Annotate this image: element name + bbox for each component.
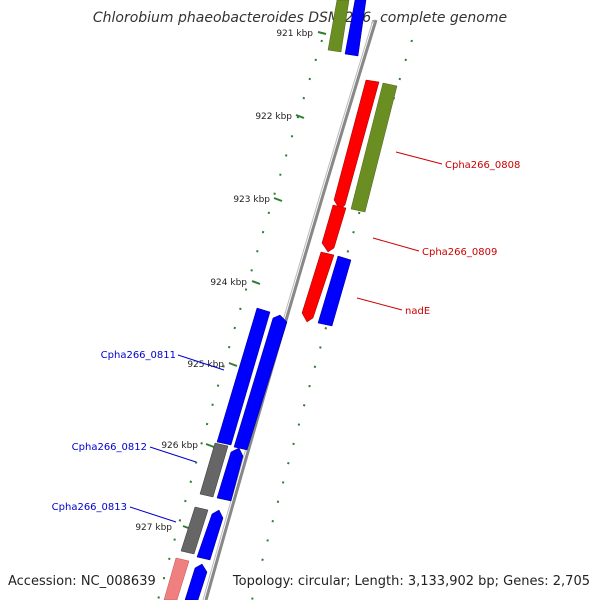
genome-summary: Topology: circular; Length: 3,133,902 bp… <box>232 574 590 589</box>
leader-cpha266-0813 <box>129 506 177 523</box>
kbp-label-927: 927 kbp <box>135 523 172 533</box>
gene-cpha266-0811[interactable] <box>216 307 271 446</box>
leader-cpha266-0812 <box>149 446 197 463</box>
kbp-label-922: 922 kbp <box>255 112 292 122</box>
kbp-label-924: 924 kbp <box>210 278 247 288</box>
gene-cpha266-0812[interactable] <box>199 442 229 498</box>
accession-text: Accession: NC_008639 <box>8 574 156 589</box>
gene-blue-arrow-3[interactable] <box>196 509 224 561</box>
tick-925 <box>228 362 238 367</box>
kbp-label-926: 926 kbp <box>161 441 198 451</box>
gene-olive-top[interactable] <box>327 0 350 53</box>
kbp-label-921: 921 kbp <box>276 29 313 39</box>
kbp-label-925: 925 kbp <box>187 360 224 370</box>
gene-label-cpha266-0808[interactable]: Cpha266_0808 <box>445 160 520 171</box>
gene-blue-right[interactable] <box>317 255 352 327</box>
gene-olive-right[interactable] <box>350 82 398 213</box>
tick-921 <box>317 31 327 35</box>
gene-blue-arrow-1[interactable] <box>233 314 288 451</box>
gene-nade[interactable] <box>301 251 335 323</box>
kbp-ticks <box>182 31 327 530</box>
leader-nade <box>356 297 403 311</box>
kbp-label-923: 923 kbp <box>233 195 270 205</box>
gene-label-cpha266-0811[interactable]: Cpha266_0811 <box>101 350 176 361</box>
gene-blue-arrow-2[interactable] <box>216 447 244 502</box>
genome-backbone-shadow <box>202 19 374 600</box>
tick-923 <box>273 197 283 202</box>
leader-cpha266-0809 <box>372 237 420 252</box>
leader-cpha266-0808 <box>395 151 443 165</box>
map-title: Chlorobium phaeobacteroides DSM 266, com… <box>92 10 508 26</box>
gene-cpha266-0813[interactable] <box>180 506 209 555</box>
gene-label-cpha266-0809[interactable]: Cpha266_0809 <box>422 247 497 258</box>
gene-pink-bottom[interactable] <box>163 557 190 600</box>
scale-ring-left <box>157 39 323 600</box>
tick-922 <box>295 114 305 119</box>
gene-label-nade[interactable]: nadE <box>405 306 430 317</box>
tick-924 <box>251 280 261 285</box>
gene-cpha266-0809[interactable] <box>321 204 347 253</box>
gene-label-cpha266-0813[interactable]: Cpha266_0813 <box>52 502 127 513</box>
genome-backbone <box>204 19 378 600</box>
gene-blue-bottom[interactable] <box>184 563 208 600</box>
tick-926 <box>205 443 215 448</box>
gene-blue-top[interactable] <box>344 0 367 57</box>
leader-cpha266-0811 <box>177 354 225 371</box>
gene-label-cpha266-0812[interactable]: Cpha266_0812 <box>72 442 147 453</box>
